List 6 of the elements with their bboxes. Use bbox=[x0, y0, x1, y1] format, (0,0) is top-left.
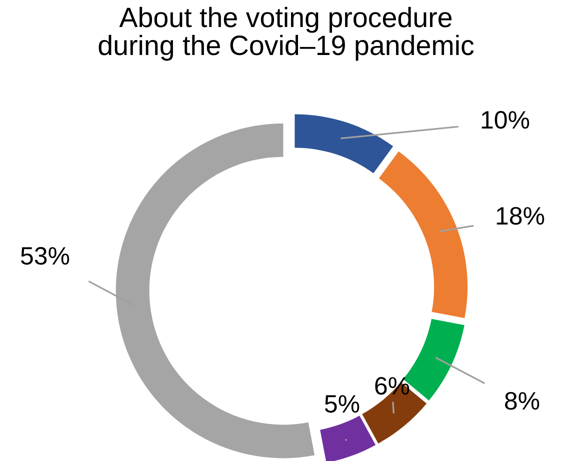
data-label: 53% bbox=[20, 247, 70, 265]
data-label: 5% bbox=[324, 395, 360, 413]
chart-title: About the voting procedure during the Covid–19 pandemic bbox=[98, 6, 474, 61]
data-label: 10% bbox=[482, 111, 530, 129]
data-label: 8% bbox=[505, 392, 540, 410]
data-label: 18% bbox=[496, 207, 544, 225]
